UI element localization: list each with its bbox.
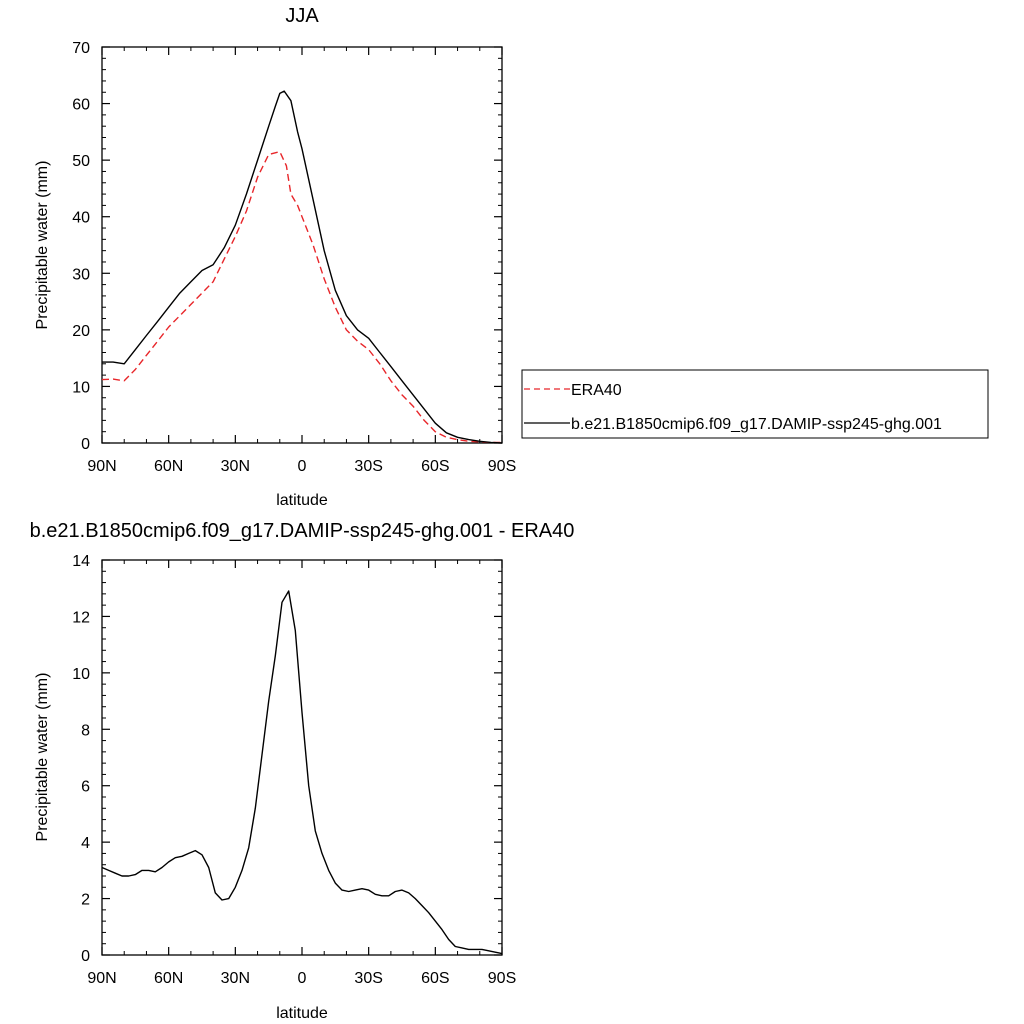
bottom-x-tick-label: 0 bbox=[298, 970, 307, 987]
bottom-y-tick-label: 10 bbox=[72, 666, 90, 683]
top-ticks bbox=[101, 46, 503, 444]
bottom-y-tick-label: 8 bbox=[81, 722, 90, 739]
top-x-tick-label: 30N bbox=[221, 458, 250, 475]
top-x-tick-label: 60S bbox=[421, 458, 449, 475]
top-y-tick-labels: 0 10 20 30 40 50 60 70 bbox=[72, 40, 90, 453]
bottom-series-lines bbox=[101, 590, 503, 955]
legend: ERA40 b.e21.B1850cmip6.f09_g17.DAMIP-ssp… bbox=[521, 369, 989, 439]
bottom-x-tick-label: 30S bbox=[354, 970, 382, 987]
top-x-tick-labels: 90N 60N 30N 0 30S 60S 90S bbox=[87, 458, 516, 475]
top-x-tick-label: 90N bbox=[87, 458, 116, 475]
bottom-ticks bbox=[101, 559, 503, 956]
top-x-tick-label: 0 bbox=[298, 458, 307, 475]
legend-box bbox=[521, 369, 989, 439]
bottom-y-axis-label: Precipitable water (mm) bbox=[34, 673, 51, 842]
top-x-axis-label: latitude bbox=[276, 492, 328, 509]
top-y-tick-label: 40 bbox=[72, 210, 90, 227]
bottom-y-tick-labels: 0 2 4 6 8 10 12 14 bbox=[72, 553, 90, 965]
top-y-tick-label: 50 bbox=[72, 153, 90, 170]
bottom-y-tick-label: 4 bbox=[81, 835, 90, 852]
top-x-tick-label: 60N bbox=[154, 458, 183, 475]
legend-era40-label: ERA40 bbox=[571, 382, 622, 399]
top-y-axis-label: Precipitable water (mm) bbox=[34, 161, 51, 330]
top-series-line-1 bbox=[102, 90, 503, 444]
legend-model-label: b.e21.B1850cmip6.f09_g17.DAMIP-ssp245-gh… bbox=[571, 416, 942, 433]
bottom-panel: b.e21.B1850cmip6.f09_g17.DAMIP-ssp245-gh… bbox=[30, 520, 575, 1022]
top-y-tick-label: 70 bbox=[72, 40, 90, 57]
bottom-x-tick-label: 60S bbox=[421, 970, 449, 987]
top-y-tick-label: 10 bbox=[72, 379, 90, 396]
top-y-tick-label: 0 bbox=[81, 436, 90, 453]
bottom-plot-frame bbox=[101, 559, 503, 956]
top-chart-title: JJA bbox=[285, 5, 319, 27]
top-panel: JJA 90N 60N 30N 0 30S 60S 90S 010203040506070 … bbox=[34, 5, 516, 509]
bottom-y-tick-label: 2 bbox=[81, 892, 90, 909]
bottom-y-tick-label: 14 bbox=[72, 553, 90, 570]
bottom-series-line-0 bbox=[101, 590, 503, 955]
bottom-x-tick-label: 90S bbox=[488, 970, 516, 987]
bottom-x-tick-label: 90N bbox=[87, 970, 116, 987]
bottom-x-tick-label: 30N bbox=[221, 970, 250, 987]
bottom-chart-title: b.e21.B1850cmip6.f09_g17.DAMIP-ssp245-gh… bbox=[30, 520, 575, 542]
top-series-line-0 bbox=[101, 150, 502, 444]
top-series-lines bbox=[101, 90, 503, 444]
top-y-tick-label: 20 bbox=[72, 323, 90, 340]
bottom-y-tick-label: 12 bbox=[72, 609, 90, 626]
top-x-tick-label: 30S bbox=[354, 458, 382, 475]
top-x-tick-label: 90S bbox=[488, 458, 516, 475]
bottom-y-tick-label: 0 bbox=[81, 948, 90, 965]
bottom-y-tick-label: 6 bbox=[81, 779, 90, 796]
top-plot-frame bbox=[101, 46, 503, 444]
top-y-tick-label: 60 bbox=[72, 97, 90, 114]
top-y-tick-label: 30 bbox=[72, 266, 90, 283]
bottom-x-tick-label: 60N bbox=[154, 970, 183, 987]
bottom-x-axis-label: latitude bbox=[276, 1005, 328, 1022]
bottom-x-tick-labels: 90N 60N 30N 0 30S 60S 90S bbox=[87, 970, 516, 987]
